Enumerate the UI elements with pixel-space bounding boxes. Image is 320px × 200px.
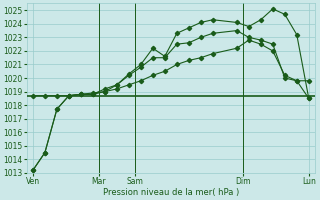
X-axis label: Pression niveau de la mer( hPa ): Pression niveau de la mer( hPa ) <box>103 188 239 197</box>
